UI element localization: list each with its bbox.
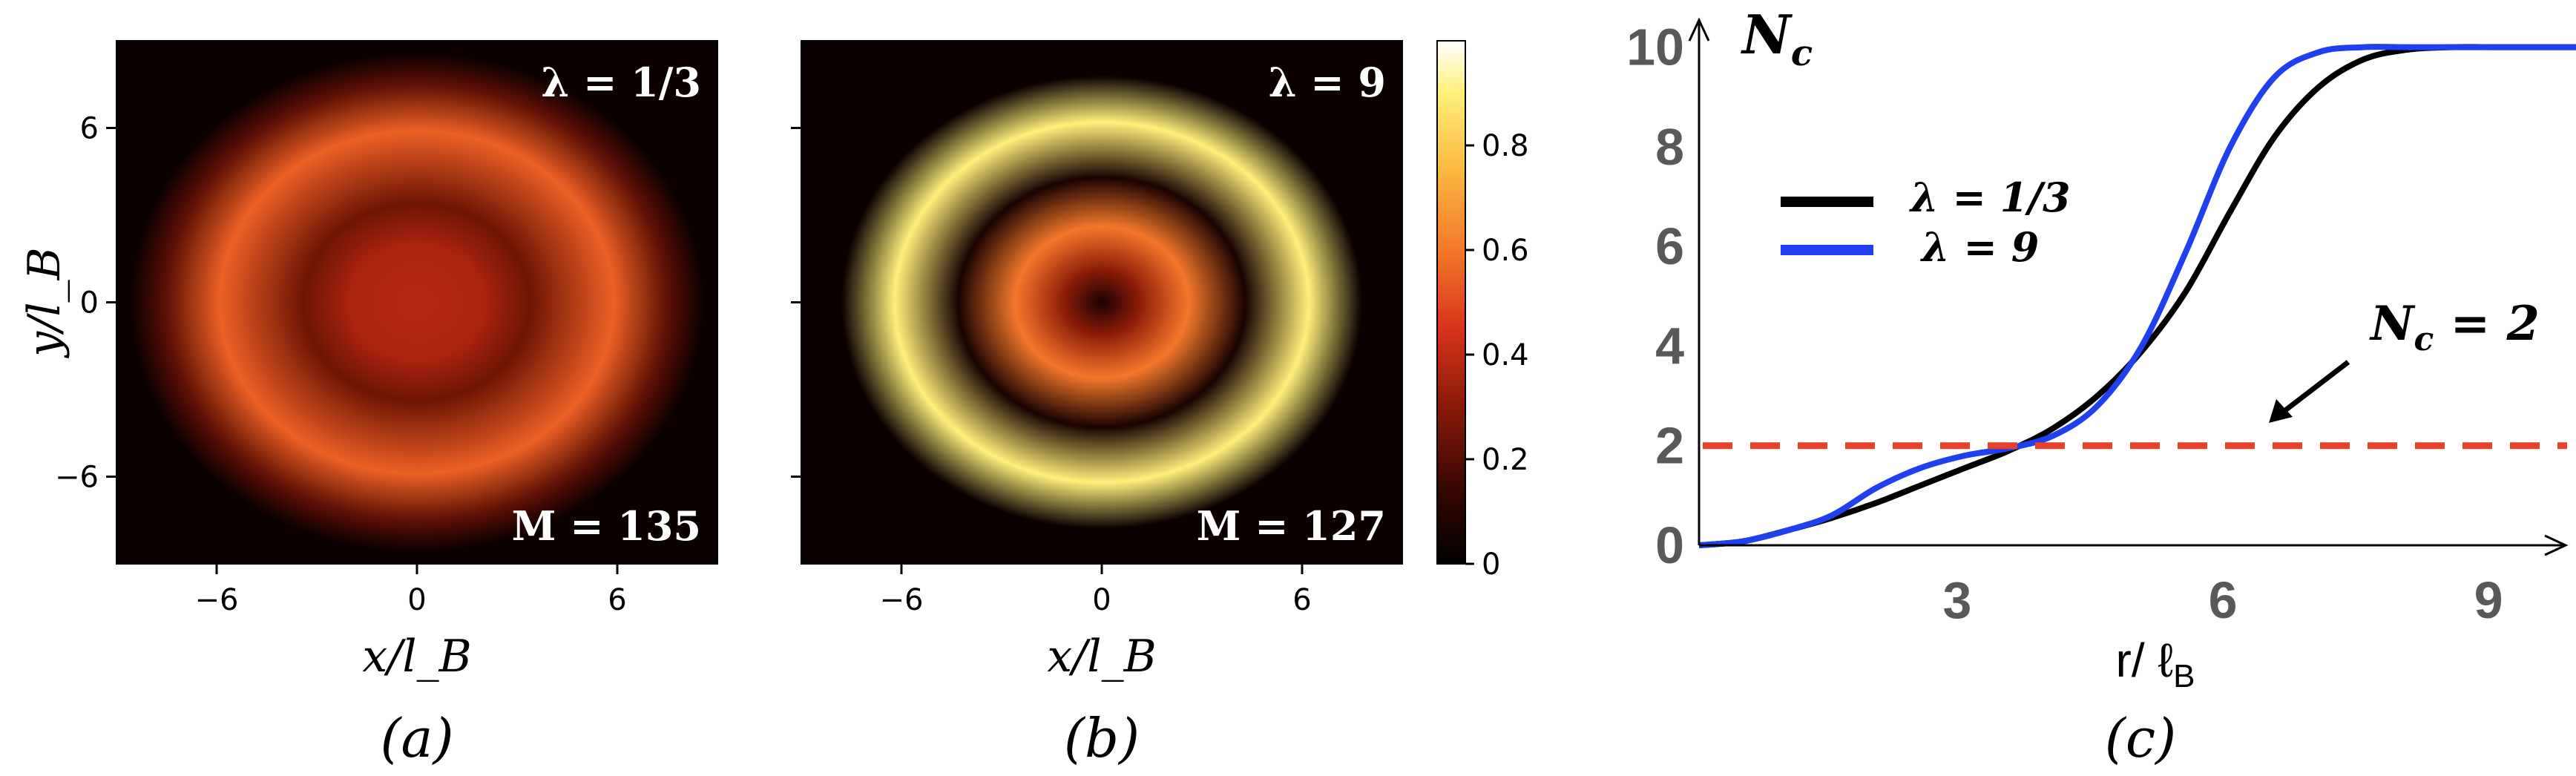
c-x-tick-label: 3: [1943, 571, 1972, 629]
panel-a: −6 0 6 6 0 −6 λ = 1/3 M = 135 x/l_B y/l_B (a): [19, 40, 718, 769]
x-tick-label: 0: [407, 583, 426, 617]
x-tick-label: −6: [880, 583, 924, 617]
c-y-tick-label: 8: [1655, 118, 1684, 176]
series-line-1: [1698, 44, 2576, 548]
panel-b: −6 0 6 λ = 9 M = 127 x/l_B (b) 00.20.40.60…: [791, 40, 1529, 769]
colorbar-tick-label: 0.6: [1482, 234, 1529, 268]
colorbar-tick-label: 0.8: [1482, 129, 1529, 163]
c-x-axis-arrow: [2544, 534, 2569, 556]
y-tick-label: 0: [80, 286, 99, 320]
panel-label-a: (a): [380, 707, 453, 769]
panel-label-c: (c): [2105, 707, 2177, 769]
annotation-lambda-a: λ = 1/3: [541, 59, 701, 106]
y-tick-label: −6: [55, 461, 99, 495]
c-xlabel: r/ ℓB: [2116, 634, 2195, 694]
c-tick-labels: 3 6 9 0 2 4 6 8 10: [1626, 19, 2503, 629]
colorbar: [1436, 40, 1466, 565]
panel-c: 3 6 9 0 2 4 6 8 10 Nc r/ ℓB (c) λ = 1/3 λ = 9 Nc…: [1626, 3, 2576, 769]
heatmap-a-density: [130, 52, 704, 553]
annotation-arrow-shaft: [2279, 360, 2350, 415]
colorbar-tick-label: 0: [1482, 548, 1500, 582]
x-tick-label: 6: [1292, 583, 1311, 617]
x-tick-label: −6: [195, 583, 239, 617]
colorbar-tick-label: 0.2: [1482, 443, 1529, 477]
heatmap-b-ticks: −6 0 6: [791, 127, 1312, 617]
legend-label-lambda-9: λ = 9: [1920, 223, 2039, 271]
annotation-lambda-b: λ = 9: [1269, 59, 1386, 106]
colorbar-ticks: 0 0.2 0.4 0.6 0.8: [1465, 129, 1529, 582]
heatmap-b-density: [841, 76, 1362, 529]
xlabel-a: x/l_B: [362, 631, 471, 683]
annotation-nc-2: Nc = 2: [2369, 296, 2540, 358]
y-tick-label: 6: [80, 112, 99, 146]
line-chart-series: [1698, 44, 2576, 548]
panel-label-b: (b): [1064, 707, 1140, 769]
c-y-tick-label: 0: [1655, 516, 1684, 574]
c-y-tick-label: 4: [1655, 317, 1684, 375]
colorbar-tick-label: 0.4: [1482, 338, 1529, 372]
xlabel-b: x/l_B: [1047, 631, 1156, 683]
x-tick-label: 0: [1092, 583, 1111, 617]
annotation-m-b: M = 127: [1197, 502, 1386, 550]
annotation-arrow-head: [2269, 399, 2293, 423]
c-x-tick-label: 6: [2209, 571, 2238, 629]
legend: λ = 1/3 λ = 9: [1781, 174, 2071, 271]
heatmap-a-ticks: −6 0 6 6 0 −6: [55, 112, 627, 618]
annotation-m-a: M = 135: [512, 502, 701, 550]
ylabel-a: y/l_B: [19, 247, 70, 358]
c-y-tick-label: 6: [1655, 217, 1684, 275]
c-y-tick-label: 10: [1626, 19, 1684, 76]
c-y-tick-label: 2: [1655, 417, 1684, 475]
c-ylabel: Nc: [1741, 3, 1813, 74]
c-y-axis-arrow: [1688, 17, 1710, 42]
legend-label-lambda-1-3: λ = 1/3: [1909, 174, 2071, 221]
c-x-tick-label: 9: [2474, 571, 2503, 629]
x-tick-label: 6: [608, 583, 626, 617]
